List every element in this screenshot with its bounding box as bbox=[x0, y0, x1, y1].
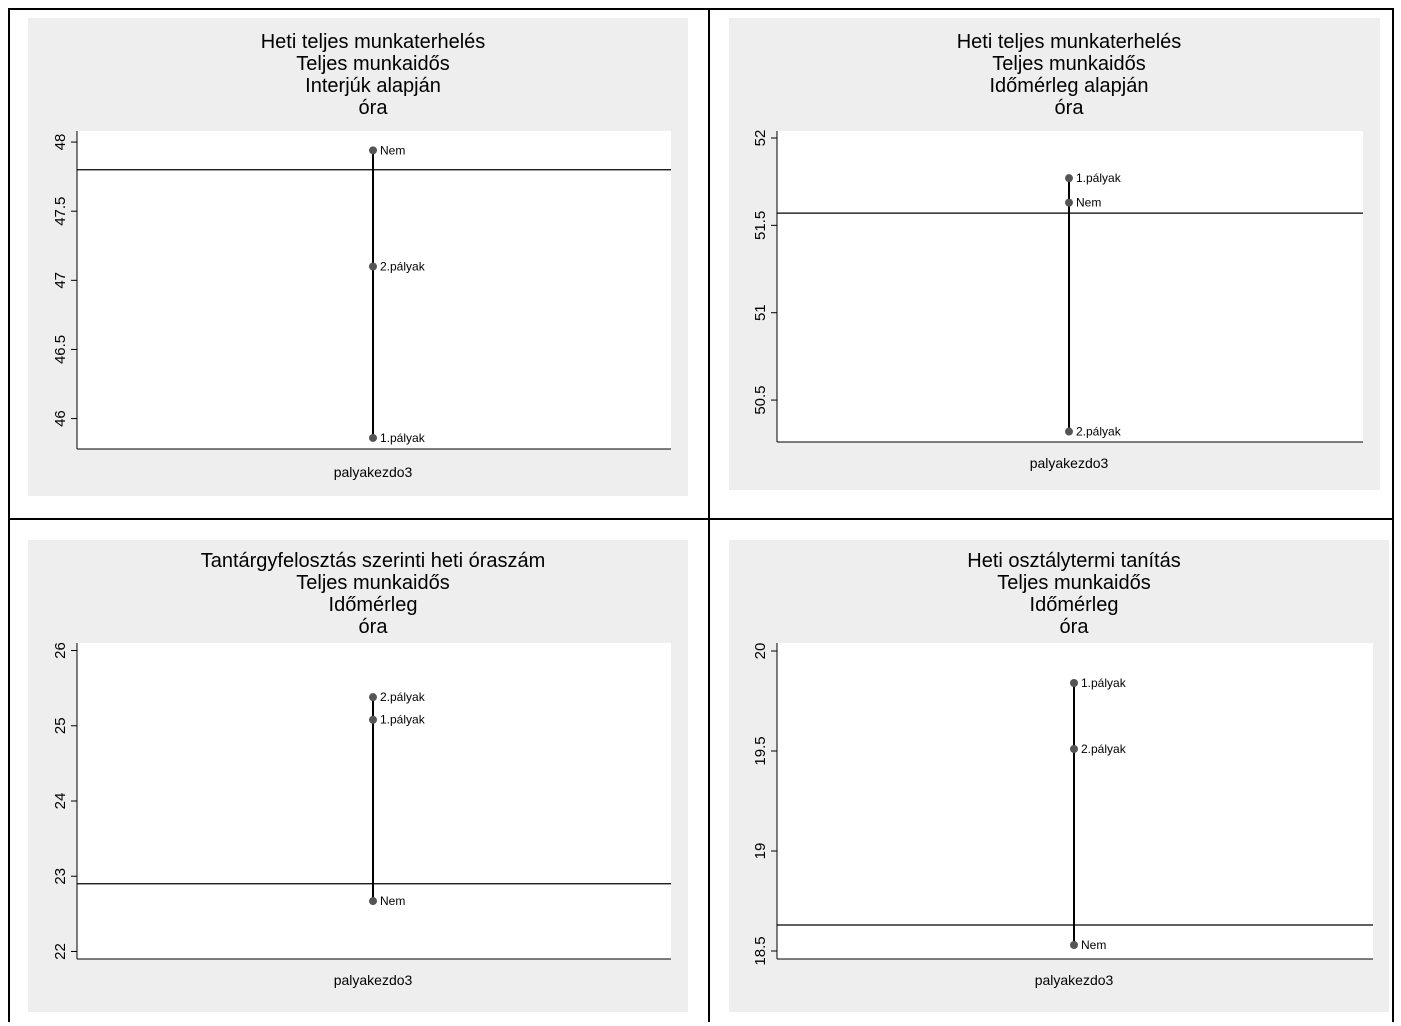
panel-2-point-label: Nem bbox=[1076, 196, 1101, 210]
panel-3-title-line-3: Időmérleg bbox=[329, 594, 418, 616]
panel-3-point bbox=[369, 715, 377, 724]
panel-4-title-line-4: óra bbox=[1060, 616, 1090, 638]
panel-3-point-label: 2.pályak bbox=[380, 690, 426, 704]
panel-2-point-label: 2.pályak bbox=[1076, 425, 1122, 439]
panel-4-point bbox=[1070, 745, 1078, 753]
panel-1-point-label: Nem bbox=[380, 143, 405, 157]
panel-2-y-tick-label: 51 bbox=[752, 304, 769, 321]
panel-1-point-label: 1.pályak bbox=[380, 431, 426, 445]
panel-2-y-tick-label: 52 bbox=[752, 130, 769, 147]
panel-2-title-line-3: Időmérleg alapján bbox=[990, 75, 1149, 97]
panel-4-point-label: 2.pályak bbox=[1081, 742, 1127, 756]
panel-2-title-line-1: Heti teljes munkaterhelés bbox=[957, 31, 1182, 53]
panel-4-y-tick-label: 19.5 bbox=[752, 736, 769, 765]
panel-2-y-tick-label: 51.5 bbox=[752, 211, 769, 240]
panel-3-point bbox=[369, 693, 377, 702]
panel-1-y-tick-label: 48 bbox=[52, 134, 69, 151]
panel-1-y-tick-label: 47 bbox=[52, 272, 69, 289]
panel-1-y-tick-label: 47.5 bbox=[52, 197, 69, 226]
panel-1-title-line-1: Heti teljes munkaterhelés bbox=[261, 31, 486, 53]
panel-3-point-label: 1.pályak bbox=[380, 713, 426, 727]
panel-2-x-axis-label: palyakezdo3 bbox=[1030, 455, 1109, 471]
grid-divider-horizontal bbox=[8, 518, 1394, 520]
panel-3-y-tick-label: 22 bbox=[52, 943, 69, 960]
panel-1-point bbox=[369, 146, 377, 155]
panel-1-point-label: 2.pályak bbox=[380, 259, 426, 273]
panel-4-title-line-3: Időmérleg bbox=[1030, 594, 1119, 616]
panel-3-x-axis-label: palyakezdo3 bbox=[334, 972, 413, 988]
panel-3-title-line-2: Teljes munkaidős bbox=[296, 572, 449, 594]
panel-2-point bbox=[1065, 198, 1073, 207]
panel-3-y-tick-label: 26 bbox=[52, 642, 69, 659]
panel-3-y-tick-label: 25 bbox=[52, 717, 69, 734]
panel-3-title-line-4: óra bbox=[359, 616, 389, 638]
panel-1-y-tick-label: 46 bbox=[52, 410, 69, 427]
panel-1-title-line-2: Teljes munkaidős bbox=[296, 53, 449, 75]
panel-3-point bbox=[369, 897, 377, 906]
panel-2-y-tick-label: 50.5 bbox=[752, 385, 769, 414]
panel-4-title-line-2: Teljes munkaidős bbox=[997, 572, 1150, 594]
panel-4-x-axis-label: palyakezdo3 bbox=[1035, 972, 1114, 988]
panel-3-y-tick-label: 24 bbox=[52, 793, 69, 810]
panel-1-title-line-4: óra bbox=[359, 97, 389, 119]
panel-4-point bbox=[1070, 679, 1078, 687]
panel-4-y-tick-label: 18.5 bbox=[752, 936, 769, 965]
panel-1-point bbox=[369, 433, 377, 442]
panel-4-point bbox=[1070, 941, 1078, 949]
panel-2-title-line-4: óra bbox=[1055, 97, 1085, 119]
panel-3-point-label: Nem bbox=[380, 894, 405, 908]
panel-4-point-label: 1.pályak bbox=[1081, 676, 1127, 690]
panel-1-x-axis-label: palyakezdo3 bbox=[334, 464, 413, 480]
panel-3-title-line-1: Tantárgyfelosztás szerinti heti óraszám bbox=[201, 550, 546, 572]
panel-3-y-tick-label: 23 bbox=[52, 868, 69, 885]
grid-divider-vertical bbox=[708, 8, 710, 1022]
panel-4-title-line-1: Heti osztálytermi tanítás bbox=[967, 550, 1180, 572]
panel-2-point-label: 1.pályak bbox=[1076, 171, 1122, 185]
panel-1-point bbox=[369, 262, 377, 271]
panel-4-y-tick-label: 20 bbox=[752, 643, 769, 660]
panel-4-y-tick-label: 19 bbox=[752, 843, 769, 860]
panel-2-point bbox=[1065, 174, 1073, 183]
panel-1-title-line-3: Interjúk alapján bbox=[305, 75, 441, 97]
panel-4-point-label: Nem bbox=[1081, 938, 1106, 952]
panel-1-y-tick-label: 46.5 bbox=[52, 335, 69, 364]
figure-grid bbox=[8, 8, 1394, 1022]
panel-2-point bbox=[1065, 427, 1073, 436]
panel-2-title-line-2: Teljes munkaidős bbox=[992, 53, 1145, 75]
